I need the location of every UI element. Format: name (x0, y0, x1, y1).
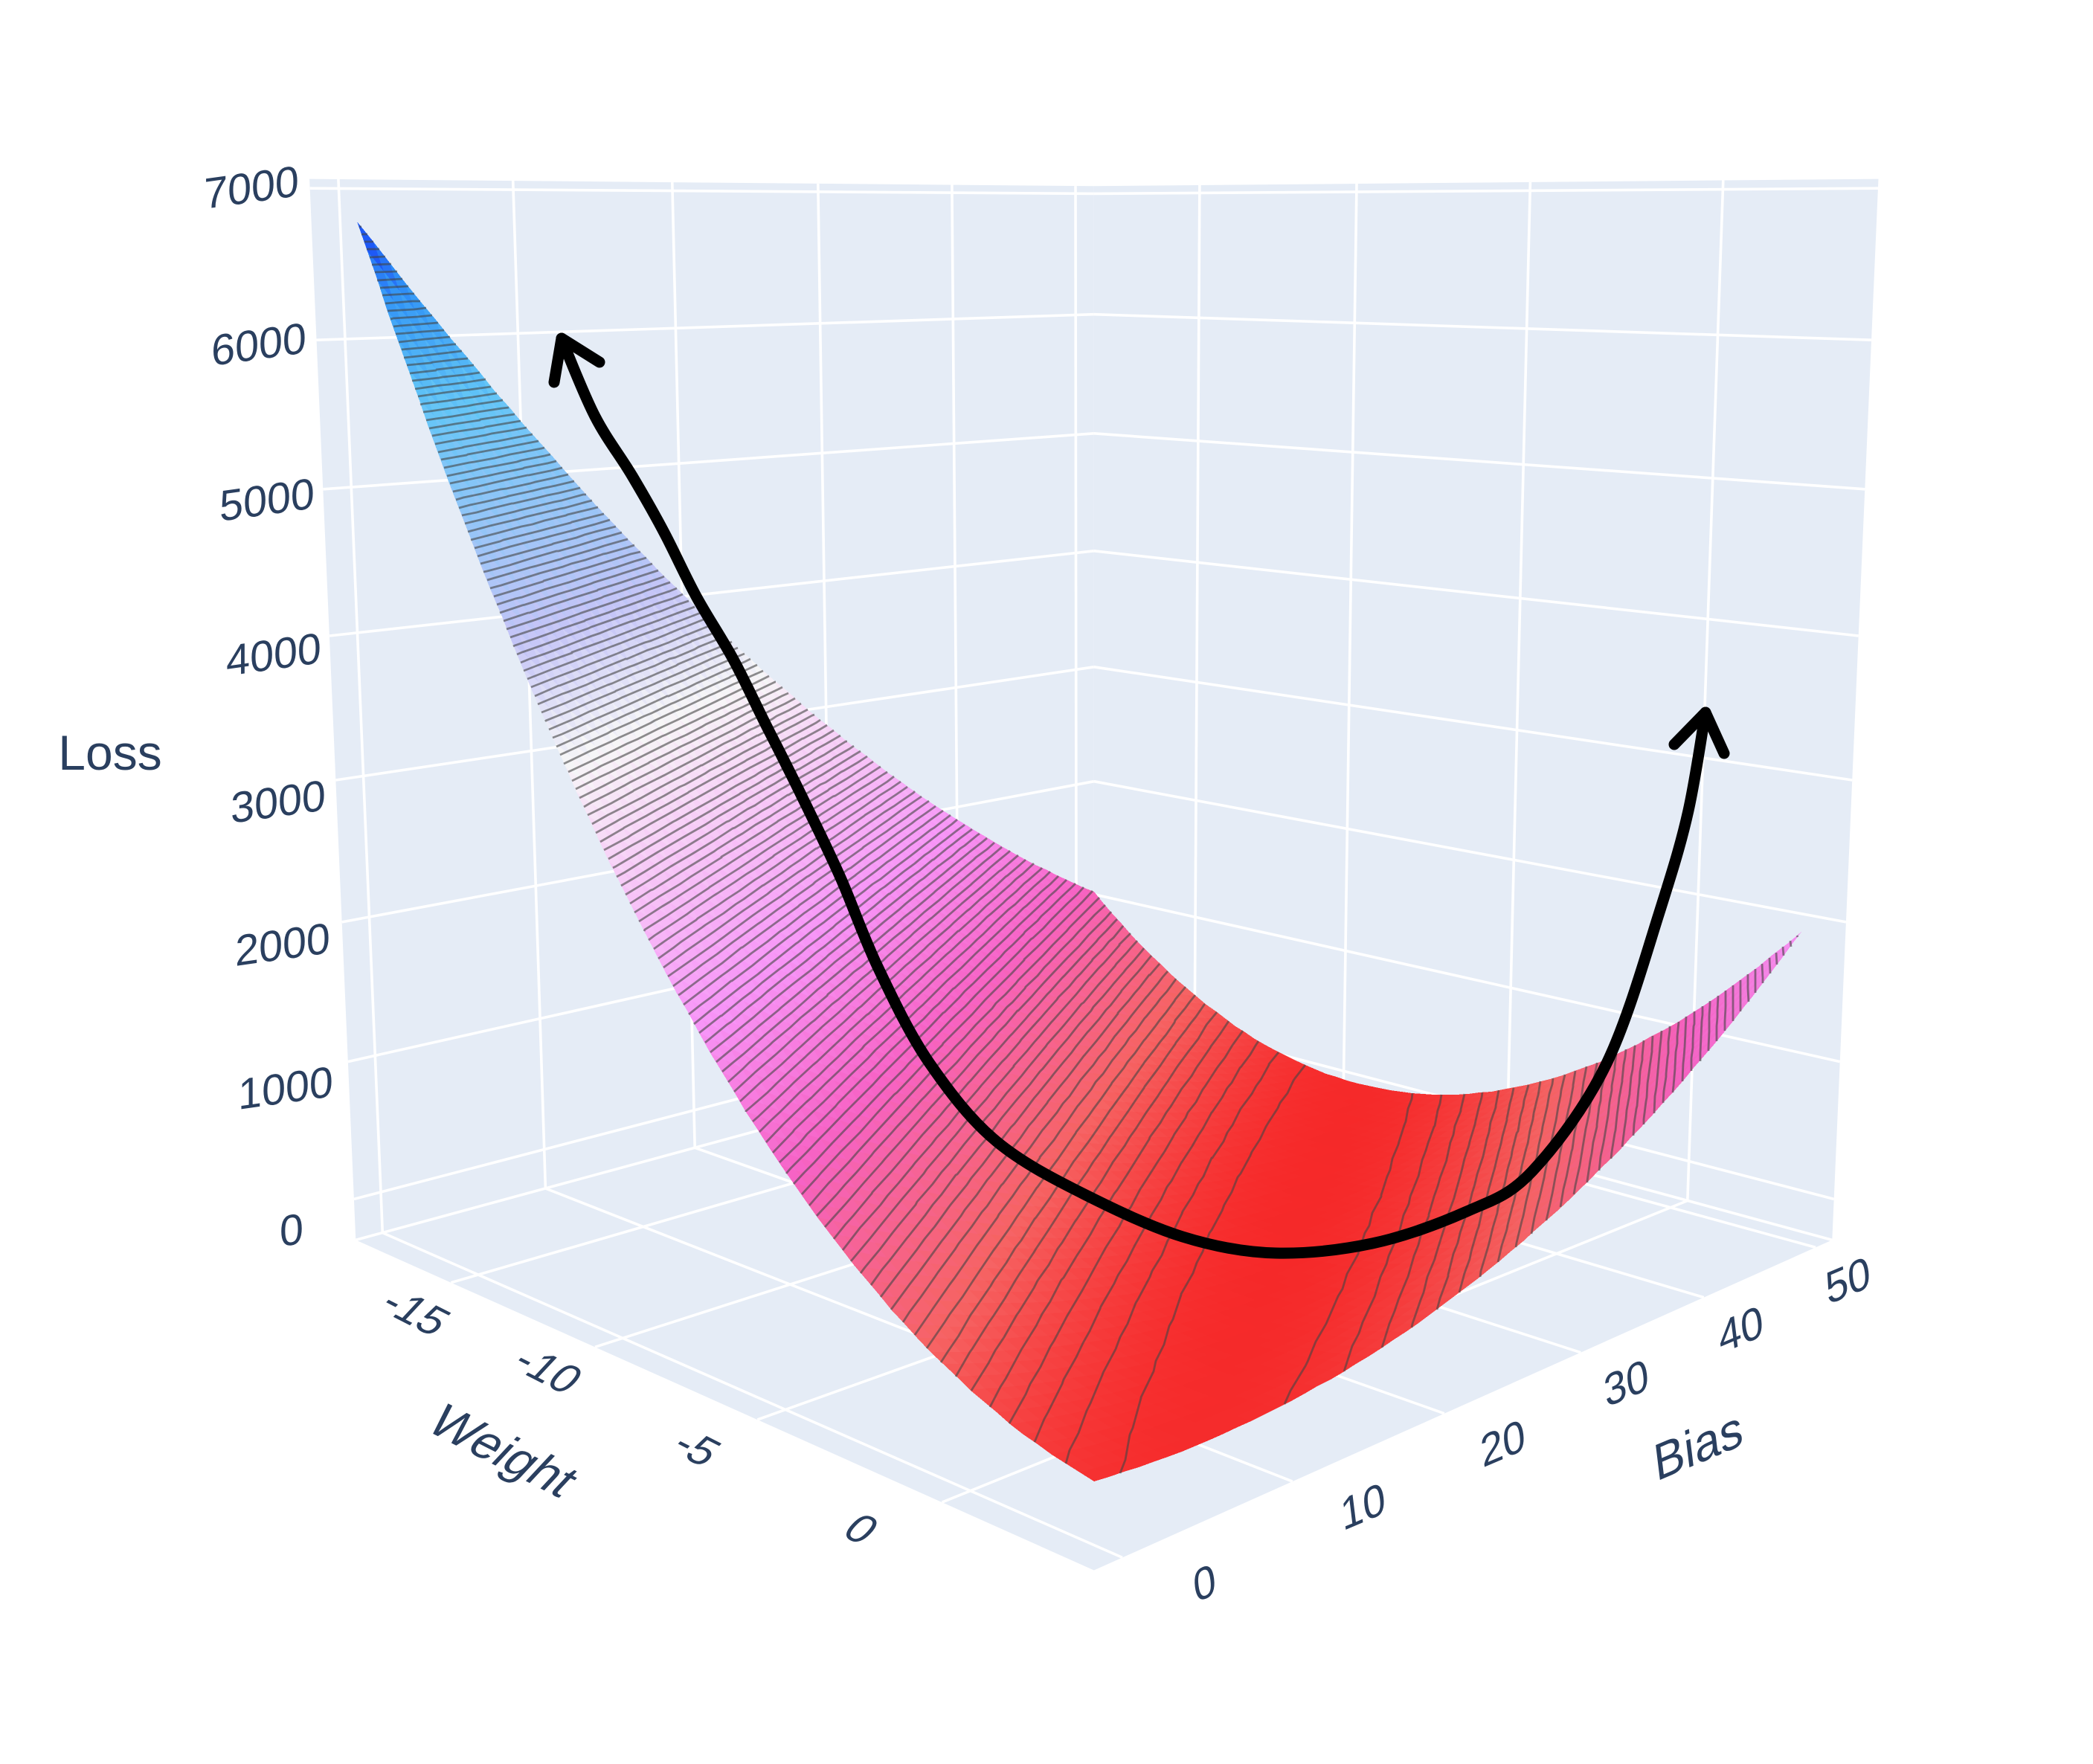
svg-text:0: 0 (280, 1205, 303, 1257)
svg-text:Loss: Loss (58, 725, 161, 780)
